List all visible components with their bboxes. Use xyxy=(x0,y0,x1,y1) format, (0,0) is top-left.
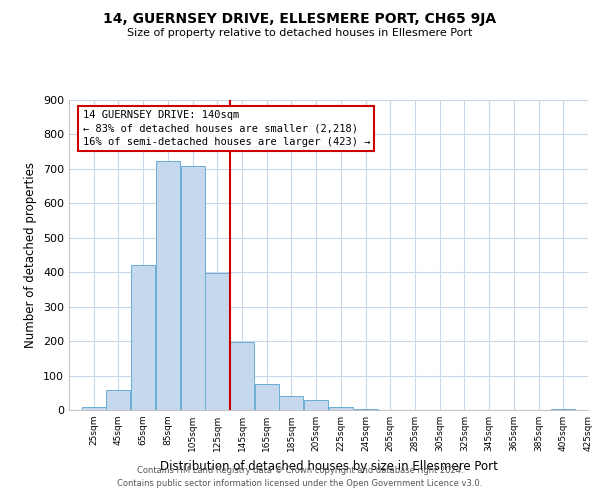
Text: Contains HM Land Registry data © Crown copyright and database right 2024.
Contai: Contains HM Land Registry data © Crown c… xyxy=(118,466,482,487)
Bar xyxy=(131,264,155,410)
Bar xyxy=(280,396,304,410)
Bar xyxy=(82,406,106,410)
Bar xyxy=(230,342,254,410)
Y-axis label: Number of detached properties: Number of detached properties xyxy=(25,162,37,348)
Text: Size of property relative to detached houses in Ellesmere Port: Size of property relative to detached ho… xyxy=(127,28,473,38)
Bar xyxy=(304,400,328,410)
X-axis label: Distribution of detached houses by size in Ellesmere Port: Distribution of detached houses by size … xyxy=(160,460,497,472)
Text: 14 GUERNSEY DRIVE: 140sqm
← 83% of detached houses are smaller (2,218)
16% of se: 14 GUERNSEY DRIVE: 140sqm ← 83% of detac… xyxy=(83,110,370,146)
Bar xyxy=(254,384,279,410)
Bar xyxy=(353,408,377,410)
Bar xyxy=(181,166,205,410)
Text: 14, GUERNSEY DRIVE, ELLESMERE PORT, CH65 9JA: 14, GUERNSEY DRIVE, ELLESMERE PORT, CH65… xyxy=(103,12,497,26)
Bar xyxy=(205,274,229,410)
Bar xyxy=(156,162,180,410)
Bar xyxy=(106,390,130,410)
Bar xyxy=(329,406,353,410)
